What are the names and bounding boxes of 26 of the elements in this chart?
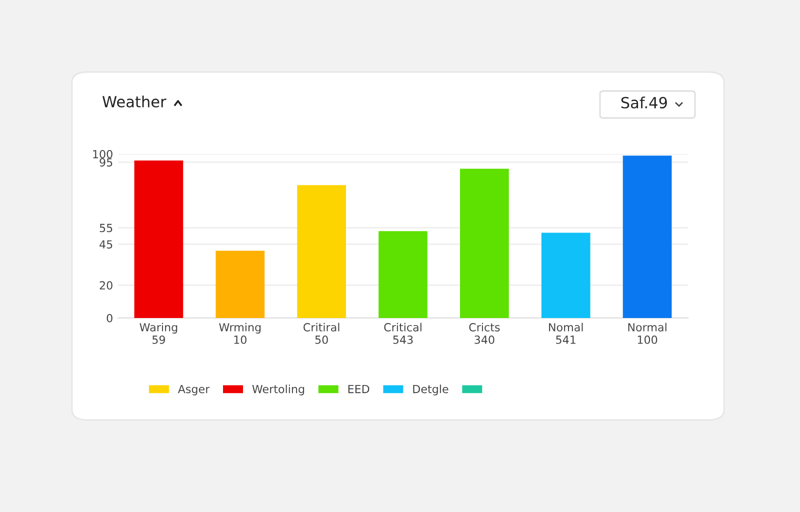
y-tick-label: 20 <box>100 281 112 290</box>
legend-label: Detgle <box>413 384 448 396</box>
x-tick-label: Nomal 541 <box>549 322 583 344</box>
legend-label: Wertoling <box>252 384 304 396</box>
chart-title: Weather <box>102 96 166 108</box>
x-tick-label: Critiral 50 <box>304 322 340 344</box>
y-tick-label: 55 <box>100 224 112 232</box>
bar <box>541 232 590 318</box>
bar <box>622 156 672 318</box>
x-tick-label: Cricts 340 <box>469 322 500 344</box>
bar <box>297 185 346 318</box>
x-tick-label: Wrming 10 <box>219 322 261 344</box>
bar <box>216 250 265 318</box>
y-tick-label: 95 <box>100 158 112 167</box>
x-tick-label: Critical 543 <box>384 322 422 344</box>
text: Saf.49 <box>621 96 667 108</box>
bar <box>134 160 184 318</box>
legend-label: EED <box>348 384 370 394</box>
y-tick-label: 45 <box>100 240 112 249</box>
y-tick-label: 100 <box>93 150 112 158</box>
x-tick-label: Waring 59 <box>140 322 178 344</box>
bar <box>460 168 509 318</box>
bar <box>378 231 428 318</box>
legend-label: Asger <box>178 384 210 396</box>
y-tick-label: 0 <box>106 314 112 322</box>
x-tick-label: Normal 100 <box>628 322 666 344</box>
